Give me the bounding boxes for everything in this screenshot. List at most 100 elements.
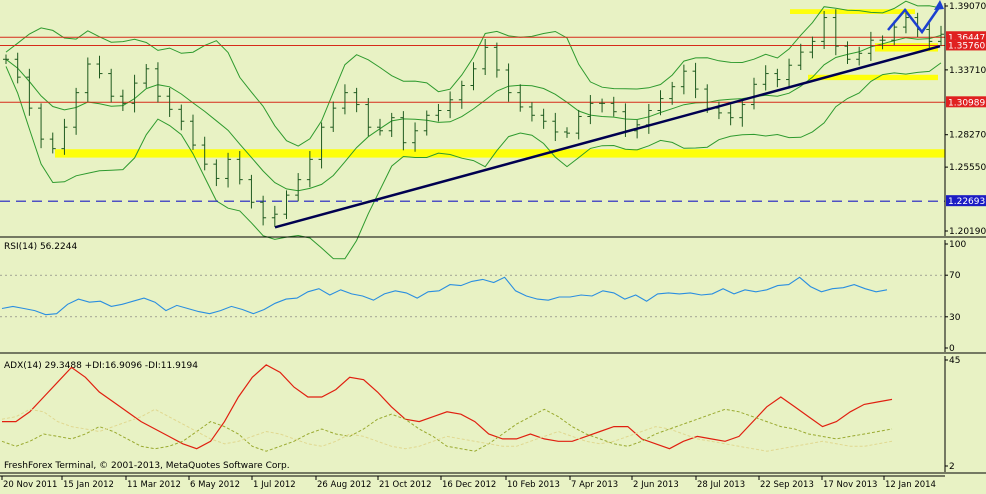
- price-bar: [482, 39, 489, 76]
- price-bar: [751, 77, 757, 110]
- copyright-text: FreshForex Terminal, © 2001-2013, MetaQu…: [4, 461, 290, 471]
- price-bar: [856, 46, 863, 66]
- price-bar: [739, 99, 746, 127]
- zone-rect-2: [875, 43, 938, 52]
- price-bar: [377, 118, 383, 136]
- time-tick-label: 28 Jul 2013: [697, 480, 745, 490]
- price-bar: [236, 151, 243, 185]
- price-bar: [599, 98, 606, 113]
- adx-panel[interactable]: ADX(14) 29.3488 +DI:16.9096 -DI:11.9194 …: [1, 356, 960, 472]
- price-bar: [271, 205, 278, 227]
- adx-tick-label: 45: [949, 356, 960, 366]
- price-bar: [26, 68, 33, 116]
- time-tick-label: 12 Jan 2014: [885, 480, 936, 490]
- price-bar: [575, 109, 582, 140]
- price-bar: [225, 152, 232, 188]
- di-plus-line: [1, 408, 893, 452]
- adx-series: [1, 364, 893, 452]
- price-bar: [797, 43, 804, 70]
- price-label-text: 1.36447: [948, 33, 985, 43]
- price-bar: [166, 87, 173, 117]
- price-bar: [365, 98, 372, 137]
- rsi-axis: 100 70 30 0: [944, 240, 966, 354]
- time-tick-label: 16 Dec 2012: [442, 480, 496, 490]
- price-bar: [213, 159, 220, 187]
- price-bar: [891, 20, 898, 45]
- price-label-box: [946, 39, 986, 51]
- price-bar: [353, 87, 360, 113]
- rsi-tick-label: 100: [949, 240, 966, 250]
- time-tick-label: 22 Sep 2013: [760, 480, 814, 490]
- price-bar: [680, 64, 687, 95]
- price-bar: [131, 74, 138, 113]
- price-bar: [692, 62, 699, 99]
- time-tick-label: 17 Nov 2013: [823, 480, 877, 490]
- price-label-box: [946, 195, 986, 207]
- price-tick-label: 1.39070: [949, 2, 986, 12]
- bb-middle-line: [5, 34, 942, 192]
- rsi-title: RSI(14) 56.2244: [4, 242, 77, 252]
- price-bar: [821, 11, 828, 50]
- price-bar: [190, 114, 196, 150]
- price-bar: [774, 68, 781, 88]
- price-bar: [318, 122, 325, 169]
- price-bar: [540, 108, 547, 129]
- price-bar: [786, 58, 793, 89]
- time-tick-label: 21 Oct 2012: [379, 480, 432, 490]
- price-bar: [178, 104, 185, 131]
- time-tick-label: 6 May 2012: [190, 480, 240, 490]
- highlight-zones: [55, 9, 945, 158]
- price-label-box: [946, 96, 986, 108]
- price-bar: [564, 127, 570, 138]
- time-tick-label: 7 Apr 2013: [571, 480, 618, 490]
- price-bar: [493, 42, 500, 78]
- zone-rect-3: [790, 9, 915, 14]
- rsi-line: [1, 276, 888, 316]
- price-bar: [341, 84, 348, 115]
- price-bar: [201, 136, 208, 171]
- price-bar: [330, 101, 337, 132]
- price-bar: [61, 118, 68, 155]
- price-bar: [657, 90, 664, 116]
- panel-frames: [0, 236, 986, 477]
- price-bar: [458, 80, 465, 109]
- forecast-arrow-path: [887, 5, 942, 35]
- time-tick-label: 11 Mar 2012: [127, 480, 181, 490]
- rsi-tick-label: 70: [949, 271, 961, 281]
- di-minus-line: [1, 408, 893, 452]
- price-bar: [505, 63, 512, 102]
- price-bar: [528, 102, 535, 122]
- zone-rect-0: [55, 149, 945, 158]
- price-panel[interactable]: 1.39070 1.33710 1.28270 1.25550 1.20190 1.364…: [0, 0, 986, 260]
- price-bar: [832, 9, 839, 56]
- price-bar: [517, 84, 524, 112]
- bollinger-bands: [5, 0, 942, 260]
- time-tick-label: 1 Jul 2012: [253, 480, 296, 490]
- zone-rect-1: [808, 74, 938, 81]
- price-tick-label: 1.28270: [949, 131, 986, 141]
- price-bar: [447, 91, 454, 119]
- price-bar: [587, 95, 594, 125]
- price-label-text: 1.35760: [948, 41, 985, 51]
- price-bar: [938, 25, 944, 47]
- price-bar: [154, 62, 161, 103]
- price-bar: [248, 174, 255, 209]
- price-label-text: 1.30989: [948, 98, 985, 108]
- price-bar: [306, 151, 313, 188]
- adx-tick-label: 2: [949, 462, 955, 472]
- price-tick-label: 1.25550: [949, 163, 986, 173]
- time-axis: 20 Nov 2011 15 Jan 2012 11 Mar 2012 6 May 2…: [1, 476, 936, 490]
- price-bar: [879, 35, 886, 50]
- bb-lower-line: [5, 62, 942, 260]
- price-bar: [926, 22, 933, 51]
- rsi-panel[interactable]: RSI(14) 56.2244 100 70 30 0: [0, 240, 966, 354]
- price-bar: [3, 54, 9, 65]
- time-tick-label: 2 Jun 2013: [633, 480, 679, 490]
- price-bar: [867, 31, 874, 61]
- price-bar: [727, 104, 734, 126]
- price-bar: [49, 132, 56, 154]
- adx-axis: 45 2: [944, 356, 960, 472]
- adx-line: [2, 364, 893, 450]
